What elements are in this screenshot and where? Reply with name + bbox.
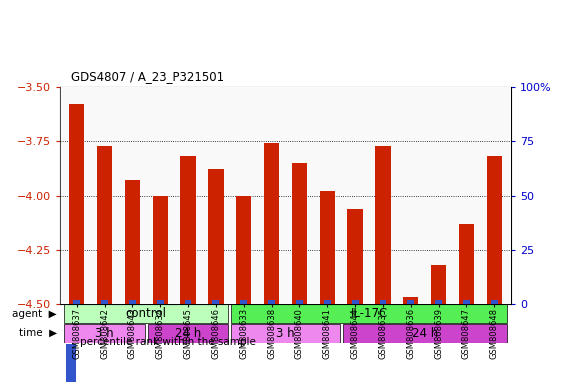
Bar [296, 300, 303, 304]
Bar [407, 300, 414, 304]
Bar [264, 143, 279, 304]
Bar [403, 298, 419, 304]
Bar [101, 300, 108, 304]
Bar [268, 300, 275, 304]
Bar [320, 191, 335, 304]
Bar [459, 224, 474, 304]
Bar [231, 324, 340, 343]
Bar [184, 300, 191, 304]
Bar [486, 156, 502, 304]
Bar [231, 305, 507, 323]
Text: 3 h: 3 h [276, 327, 295, 340]
Bar [292, 163, 307, 304]
Bar [129, 300, 136, 304]
Bar [148, 324, 228, 343]
Bar [152, 195, 168, 304]
Bar [236, 195, 251, 304]
Text: 24 h: 24 h [175, 327, 201, 340]
Bar [240, 300, 247, 304]
Text: control: control [126, 307, 167, 320]
Text: log2 ratio: log2 ratio [80, 106, 130, 116]
Bar [348, 209, 363, 304]
Bar [69, 104, 85, 304]
Bar [180, 156, 196, 304]
Bar [212, 300, 219, 304]
Bar [64, 305, 228, 323]
Bar [124, 180, 140, 304]
Bar [66, 35, 76, 180]
Text: 3 h: 3 h [95, 327, 114, 340]
Bar [491, 300, 498, 304]
Bar [380, 300, 387, 304]
Bar [324, 300, 331, 304]
Bar [435, 300, 442, 304]
Text: IL-17C: IL-17C [351, 307, 388, 320]
Text: time  ▶: time ▶ [19, 328, 57, 338]
Bar [375, 146, 391, 304]
Bar [73, 300, 80, 304]
Text: 24 h: 24 h [412, 327, 438, 340]
Bar [66, 265, 76, 384]
Text: agent  ▶: agent ▶ [13, 309, 57, 319]
Bar [352, 300, 359, 304]
Bar [97, 146, 112, 304]
Bar [64, 324, 145, 343]
Bar [157, 300, 164, 304]
Bar [208, 169, 223, 304]
Bar [431, 265, 447, 304]
Bar [463, 300, 470, 304]
Bar [343, 324, 507, 343]
Text: percentile rank within the sample: percentile rank within the sample [80, 337, 256, 347]
Text: GDS4807 / A_23_P321501: GDS4807 / A_23_P321501 [71, 70, 224, 83]
